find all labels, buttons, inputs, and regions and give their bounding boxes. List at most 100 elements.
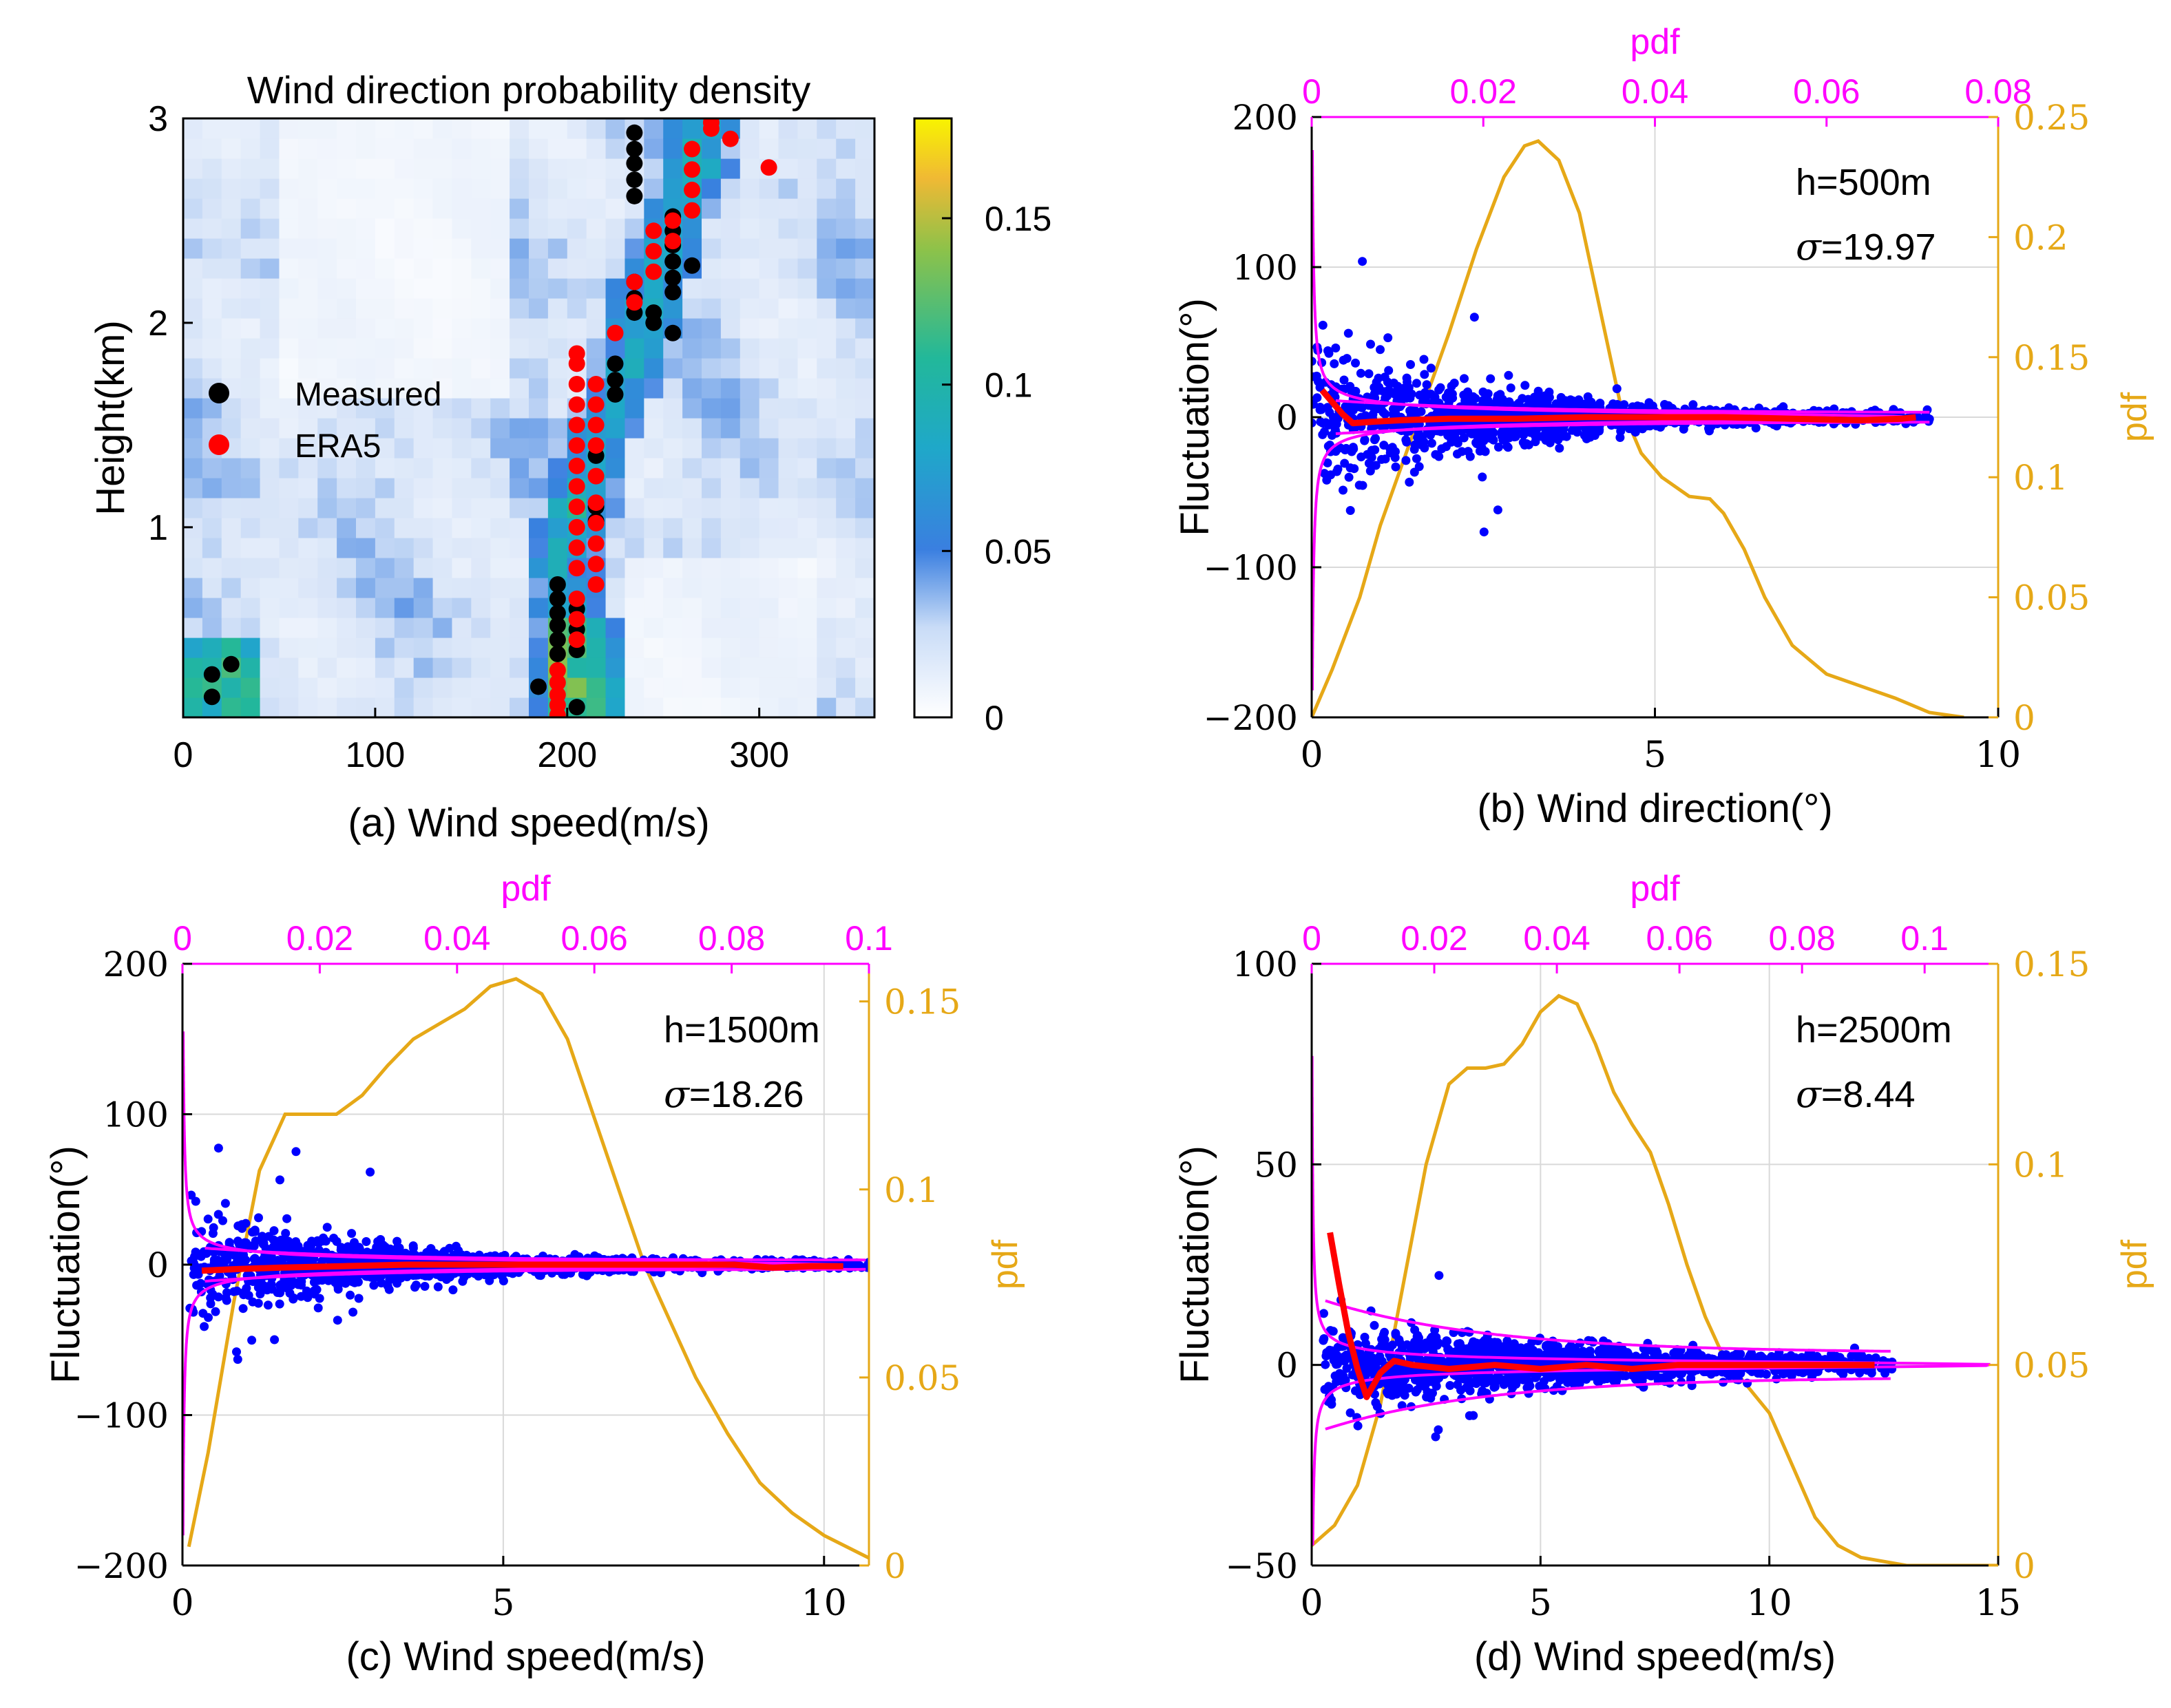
heatmap-cell [836,198,856,219]
heatmap-cell [663,158,683,179]
heatmap-cell [471,358,491,379]
heatmap-cell [279,218,299,239]
heatmap-cell [510,418,529,439]
heatmap-cell [682,478,702,498]
heatmap-cell [663,138,683,159]
era5-point [568,590,585,607]
heatmap-cell [547,438,568,458]
heatmap-cell [529,498,549,518]
heatmap-cell [452,478,472,498]
heatmap-cell [221,338,242,359]
top-tick-label: 0 [173,919,192,958]
heatmap-cell [759,318,779,339]
scatter-point [333,1316,342,1325]
heatmap-cell [183,218,203,239]
heatmap-cell [836,458,856,478]
heatmap-cell [547,558,568,578]
heatmap-cell [529,178,549,199]
heatmap-cell [720,238,741,259]
scatter-point [1401,435,1411,445]
heatmap-cell [567,178,587,199]
heatmap-cell [702,378,722,399]
heatmap-cell [510,338,529,359]
measured-point [549,631,566,649]
heatmap-cell [797,118,817,139]
y-tick-label: 3 [148,99,168,139]
scatter-point [213,1143,223,1153]
heatmap-cell [221,358,242,379]
heatmap-cell [260,657,280,678]
heatmap-cell [394,618,415,638]
heatmap-cell [183,258,203,279]
heatmap-cell [759,697,779,717]
heatmap-cell [778,598,799,618]
heatmap-cell [240,618,261,638]
heatmap-cell [663,358,683,379]
heatmap-cell [240,578,261,598]
heatmap-cell [586,338,607,359]
heatmap-cell [298,618,318,638]
heatmap-cell [394,518,415,538]
heatmap-cell [260,118,280,139]
heatmap-cell [432,198,453,219]
heatmap-cell [394,438,415,458]
heatmap-cell [260,697,280,717]
era5-point [607,324,624,341]
heatmap-cell [317,318,337,339]
heatmap-cell [702,578,722,598]
heatmap-cell [836,578,856,598]
heatmap-cell [605,138,626,159]
heatmap-cell [279,538,299,558]
heatmap-cell [720,398,741,419]
scatter-point [1462,398,1471,407]
scatter-point [262,1256,272,1266]
heatmap-cell [298,438,318,458]
heatmap-cell [432,518,453,538]
scatter-point [1318,320,1328,330]
heatmap-cell [279,318,299,339]
heatmap-cell [740,378,760,399]
heatmap-cell [855,677,874,698]
heatmap-cell [759,218,779,239]
scatter-point [1406,360,1415,369]
heatmap-cell [759,238,779,259]
scatter-point [1612,384,1622,394]
heatmap-cell [547,238,568,259]
heatmap-cell [452,138,472,159]
heatmap-cell [202,158,222,179]
heatmap-cell [740,258,760,279]
heatmap-cell [413,618,434,638]
heatmap-cell [663,558,683,578]
heatmap-cell [375,198,395,219]
heatmap-cell [625,498,644,518]
heatmap-cell [202,298,222,319]
scatter-point [291,1147,301,1157]
heatmap-cell [183,637,203,658]
heatmap-cell [720,378,741,399]
heatmap-cell [797,538,817,558]
heatmap-cell [240,298,261,319]
heatmap-cell [644,178,664,199]
heatmap-cell [510,138,529,159]
scatter-point [1367,445,1376,455]
heatmap-cell [298,398,318,419]
heatmap-cell [337,538,357,558]
heatmap-cell [471,438,491,458]
heatmap-cell [356,238,376,259]
heatmap-cell [413,338,434,359]
heatmap-cell [547,418,568,439]
heatmap-cell [279,498,299,518]
heatmap-cell [317,238,337,259]
era5-point [568,518,585,536]
scatter-point [1350,464,1359,474]
scatter-point [1530,392,1539,402]
heatmap-cell [317,218,337,239]
heatmap-cell [720,598,741,618]
era5-point [587,396,605,413]
heatmap-cell [375,298,395,319]
scatter-point [1431,450,1440,459]
heatmap-cell [432,578,453,598]
heatmap-cell [413,538,434,558]
heatmap-cell [375,518,395,538]
era5-point [760,159,777,176]
